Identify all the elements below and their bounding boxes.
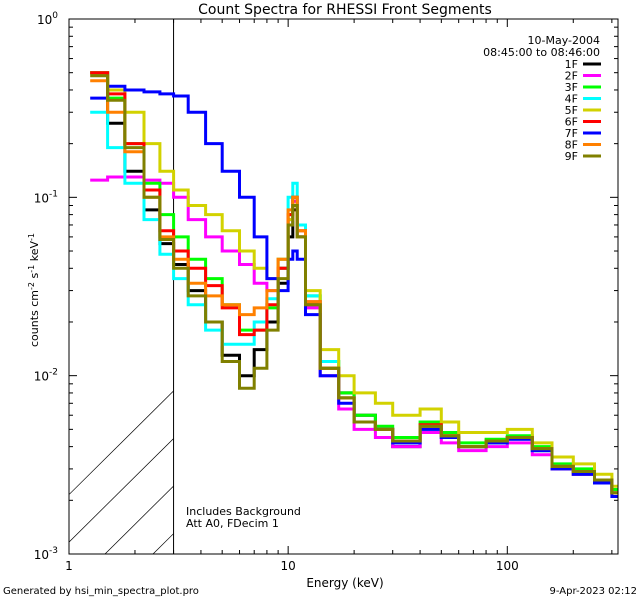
legend-label-5F: 5F bbox=[565, 104, 578, 117]
x-tick-label: 100 bbox=[496, 559, 519, 573]
hatch-line bbox=[69, 390, 174, 496]
y-axis: 100 10-1 10-2 10-3 bbox=[34, 11, 618, 562]
legend-time-range: 08:45:00 to 08:46:00 bbox=[483, 46, 600, 59]
legend-label-9F: 9F bbox=[565, 150, 578, 163]
hatch-line bbox=[104, 485, 174, 554]
y-tick-label: 10-2 bbox=[34, 368, 58, 384]
background-hatch-region bbox=[69, 19, 640, 554]
y-label-exp: -2 bbox=[27, 282, 36, 290]
chart-title: Count Spectra for RHESSI Front Segments bbox=[198, 2, 492, 18]
y-tick-label: 10-1 bbox=[34, 189, 58, 205]
legend-date: 10-May-2004 bbox=[528, 34, 600, 47]
legend-label-6F: 6F bbox=[565, 116, 578, 129]
footer-generated-by: Generated by hsi_min_spectra_plot.pro bbox=[3, 586, 199, 597]
plot-frame bbox=[68, 18, 619, 555]
y-label-exp: -1 bbox=[27, 265, 36, 273]
annotation-attenuator: Att A0, FDecim 1 bbox=[186, 517, 279, 530]
y-label-part: counts cm bbox=[28, 290, 41, 347]
y-tick-label: 100 bbox=[37, 11, 58, 27]
hatch-line bbox=[633, 19, 640, 554]
legend-label-8F: 8F bbox=[565, 139, 578, 152]
series-9F bbox=[90, 74, 618, 495]
series-7F bbox=[90, 84, 618, 498]
x-axis: 1 10 100 bbox=[65, 19, 613, 573]
legend-label-2F: 2F bbox=[565, 70, 578, 83]
x-axis-label: Energy (keV) bbox=[306, 576, 383, 590]
legend: 10-May-2004 08:45:00 to 08:46:00 1F2F3F4… bbox=[483, 34, 601, 163]
legend-label-3F: 3F bbox=[565, 81, 578, 94]
y-label-part: keV bbox=[28, 241, 41, 265]
series-4F bbox=[90, 110, 618, 495]
series-8F bbox=[90, 79, 618, 495]
footer-timestamp: 9-Apr-2023 02:12 bbox=[550, 586, 637, 597]
y-label-part: s bbox=[28, 272, 41, 281]
legend-label-4F: 4F bbox=[565, 93, 578, 106]
y-axis-label: counts cm-2 s-1 keV-1 bbox=[27, 233, 41, 347]
y-label-exp: -1 bbox=[27, 233, 36, 241]
x-tick-label: 1 bbox=[65, 559, 73, 573]
legend-label-7F: 7F bbox=[565, 127, 578, 140]
x-tick-label: 10 bbox=[281, 559, 296, 573]
hatch-line bbox=[69, 438, 174, 543]
y-tick-label: 10-3 bbox=[34, 546, 58, 562]
annotation-background: Includes Background bbox=[186, 505, 301, 518]
spectra-series-group bbox=[90, 71, 618, 498]
legend-label-1F: 1F bbox=[565, 58, 578, 71]
